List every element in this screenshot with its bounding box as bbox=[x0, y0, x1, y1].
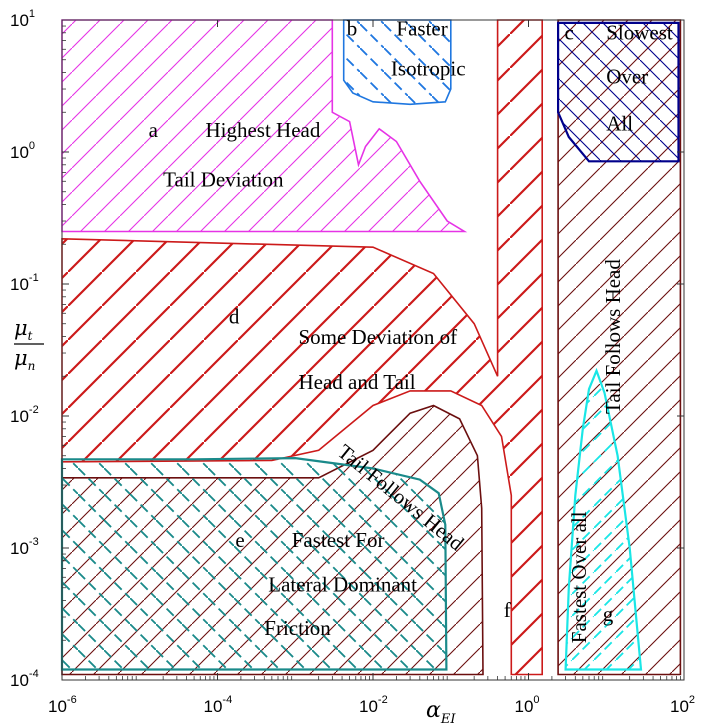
label-tail-follows-head-vert: Tail Follows Head bbox=[601, 259, 625, 414]
region-g bbox=[564, 367, 643, 671]
y-tick-label: 10-2 bbox=[10, 404, 39, 426]
label-a-1: Highest Head bbox=[205, 118, 320, 142]
y-tick-label: 10-3 bbox=[10, 536, 39, 558]
label-e-letter: e bbox=[235, 528, 244, 552]
x-tick-label: 10-4 bbox=[204, 694, 233, 716]
label-c-1: Slowest bbox=[606, 21, 673, 45]
x-tick-label: 100 bbox=[515, 694, 540, 716]
label-c-letter: c bbox=[564, 21, 573, 45]
x-tick-label: 10-6 bbox=[48, 694, 77, 716]
region-b bbox=[342, 19, 452, 106]
y-axis-title: μt μn bbox=[14, 316, 44, 373]
x-axis-title: αEI bbox=[426, 698, 456, 725]
y-tick-label: 10-4 bbox=[10, 668, 39, 690]
regions-layer bbox=[60, 19, 682, 676]
label-b-letter: b bbox=[347, 17, 358, 41]
region-e bbox=[60, 456, 448, 671]
region-c bbox=[557, 21, 680, 163]
y-tick-label: 101 bbox=[10, 8, 35, 30]
x-tick-label: 10-2 bbox=[359, 694, 388, 716]
label-fastest-over-all: Fastest Over all bbox=[567, 511, 591, 643]
region-d bbox=[61, 19, 543, 676]
label-b-1: Faster bbox=[396, 17, 447, 41]
label-d-1: Some Deviation of bbox=[298, 325, 457, 349]
label-a-2: Tail Deviation bbox=[163, 167, 284, 191]
label-d-letter: d bbox=[229, 305, 240, 329]
label-c-3: All bbox=[606, 112, 633, 136]
y-tick-label: 10-1 bbox=[10, 272, 39, 294]
svg-text:μt: μt bbox=[14, 316, 33, 343]
label-f-letter: f bbox=[504, 598, 511, 622]
label-e-1: Fastest For bbox=[292, 528, 385, 552]
ticks-layer: 10-6 10-4 10-2 100 102 10-4 10-3 10-2 10-1 100 101 bbox=[10, 8, 695, 716]
label-d-2: Head and Tail bbox=[298, 370, 415, 394]
label-e-2: Lateral Dominant bbox=[268, 572, 417, 596]
label-e-3: Friction bbox=[264, 616, 331, 640]
y-tick-label: 100 bbox=[10, 140, 35, 162]
svg-text:μn: μn bbox=[14, 346, 35, 373]
label-a-letter: a bbox=[149, 118, 159, 142]
label-g-letter: g bbox=[603, 602, 614, 626]
x-tick-label: 102 bbox=[670, 694, 695, 716]
label-b-2: Isotropic bbox=[391, 56, 466, 80]
region-a bbox=[61, 19, 468, 233]
label-c-2: Over bbox=[606, 65, 648, 89]
